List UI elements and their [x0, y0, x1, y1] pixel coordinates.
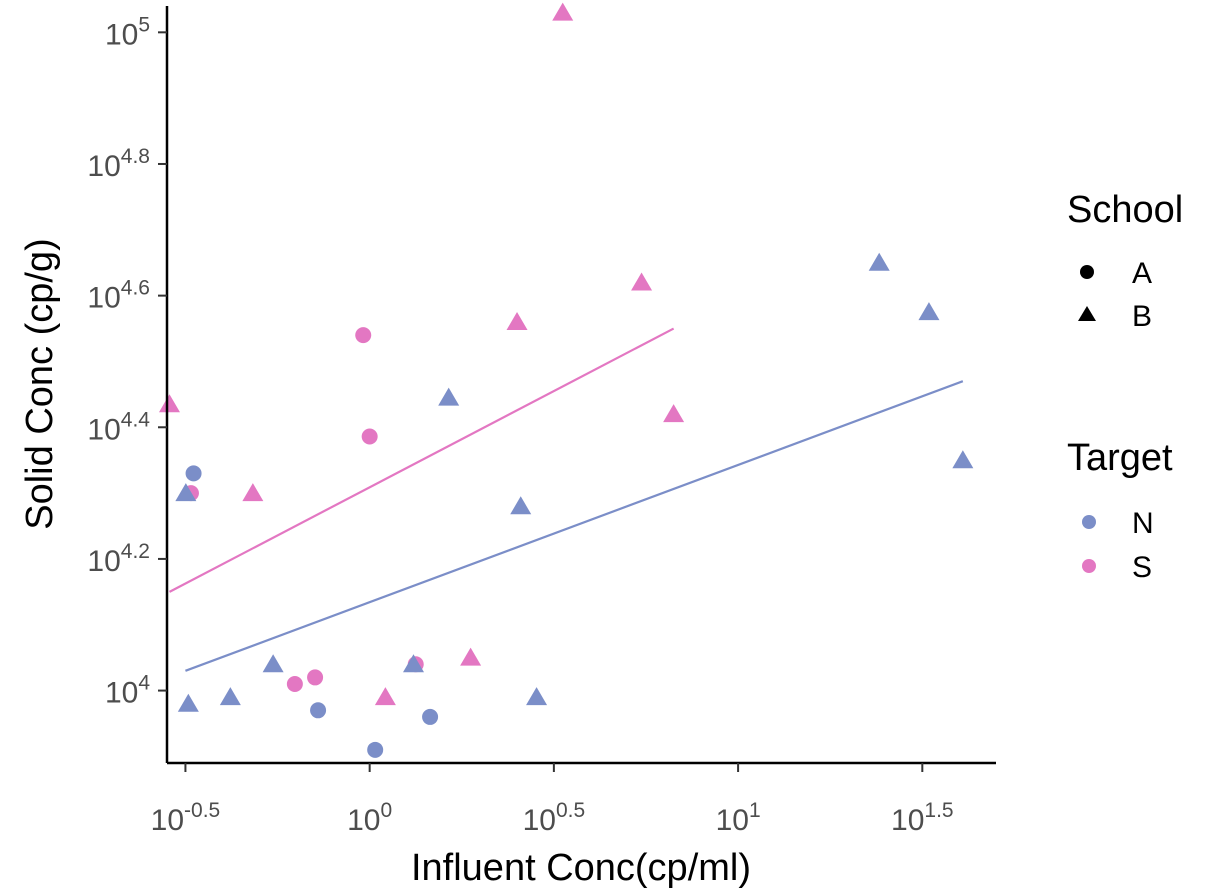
x-axis-ticks: 10-0.5 100 100.5 101 101.5 [151, 763, 954, 837]
legend-school-b-label: B [1132, 300, 1152, 333]
point-school-b-target-s [242, 483, 264, 502]
point-school-b-target-n [403, 654, 425, 673]
y-tick-label: 104.8 [87, 145, 150, 183]
point-school-b-target-n [438, 387, 460, 406]
legend-target-title: Target [1067, 437, 1173, 479]
point-school-b-target-s [460, 647, 482, 666]
point-school-a-target-s [307, 669, 324, 686]
point-school-b-target-n [219, 687, 241, 706]
legend-target: Target N S [1067, 437, 1173, 584]
y-axis-ticks: 104 104.2 104.4 104.6 104.8 105 [87, 13, 167, 710]
trend-line-n [185, 380, 964, 672]
point-school-b-target-n [177, 693, 199, 712]
legend-target-s-label: S [1132, 551, 1152, 584]
point-school-a-target-n [422, 708, 439, 725]
point-school-a-target-n [310, 702, 327, 719]
point-school-a-target-n [185, 465, 202, 482]
trend-line-s [168, 327, 675, 593]
point-school-b-target-n [526, 687, 548, 706]
y-tick-label: 104.4 [87, 408, 150, 446]
y-tick-label: 104 [105, 672, 150, 710]
legend-triangle-icon [1078, 306, 1096, 321]
data-points [158, 2, 974, 758]
point-school-b-target-s [631, 272, 653, 291]
point-school-b-target-s [158, 394, 180, 413]
y-axis-title: Solid Conc (cp/g) [19, 238, 61, 529]
legend-school: School A B [1067, 189, 1183, 333]
point-school-b-target-s [552, 2, 574, 21]
x-tick-label: 101 [716, 799, 761, 837]
y-tick-label: 104.6 [87, 277, 150, 315]
x-tick-label: 10-0.5 [151, 799, 221, 837]
legend-s-dot-icon [1082, 559, 1096, 573]
point-school-b-target-n [868, 252, 890, 271]
legend-target-n-label: N [1132, 507, 1154, 540]
point-school-b-target-n [262, 654, 284, 673]
legend-school-title: School [1067, 189, 1183, 231]
point-school-b-target-n [175, 483, 197, 502]
point-school-a-target-n [367, 741, 384, 758]
point-school-b-target-s [374, 687, 396, 706]
point-school-b-target-n [918, 302, 940, 321]
point-school-a-target-s [361, 428, 378, 445]
legend-n-dot-icon [1082, 515, 1096, 529]
legend-school-a-label: A [1132, 257, 1152, 290]
x-tick-label: 101.5 [891, 799, 954, 837]
x-tick-label: 100.5 [523, 799, 586, 837]
x-axis-title: Influent Conc(cp/ml) [411, 847, 751, 889]
point-school-a-target-s [286, 675, 303, 692]
legend-circle-icon [1080, 265, 1094, 279]
point-school-b-target-s [506, 311, 528, 330]
point-school-b-target-n [510, 496, 532, 515]
point-school-a-target-s [355, 327, 372, 344]
point-school-b-target-n [952, 450, 974, 469]
trend-lines [168, 327, 964, 672]
y-tick-label: 104.2 [87, 540, 150, 578]
y-tick-label: 105 [105, 13, 150, 51]
x-tick-label: 100 [347, 799, 392, 837]
point-school-b-target-s [663, 404, 685, 423]
